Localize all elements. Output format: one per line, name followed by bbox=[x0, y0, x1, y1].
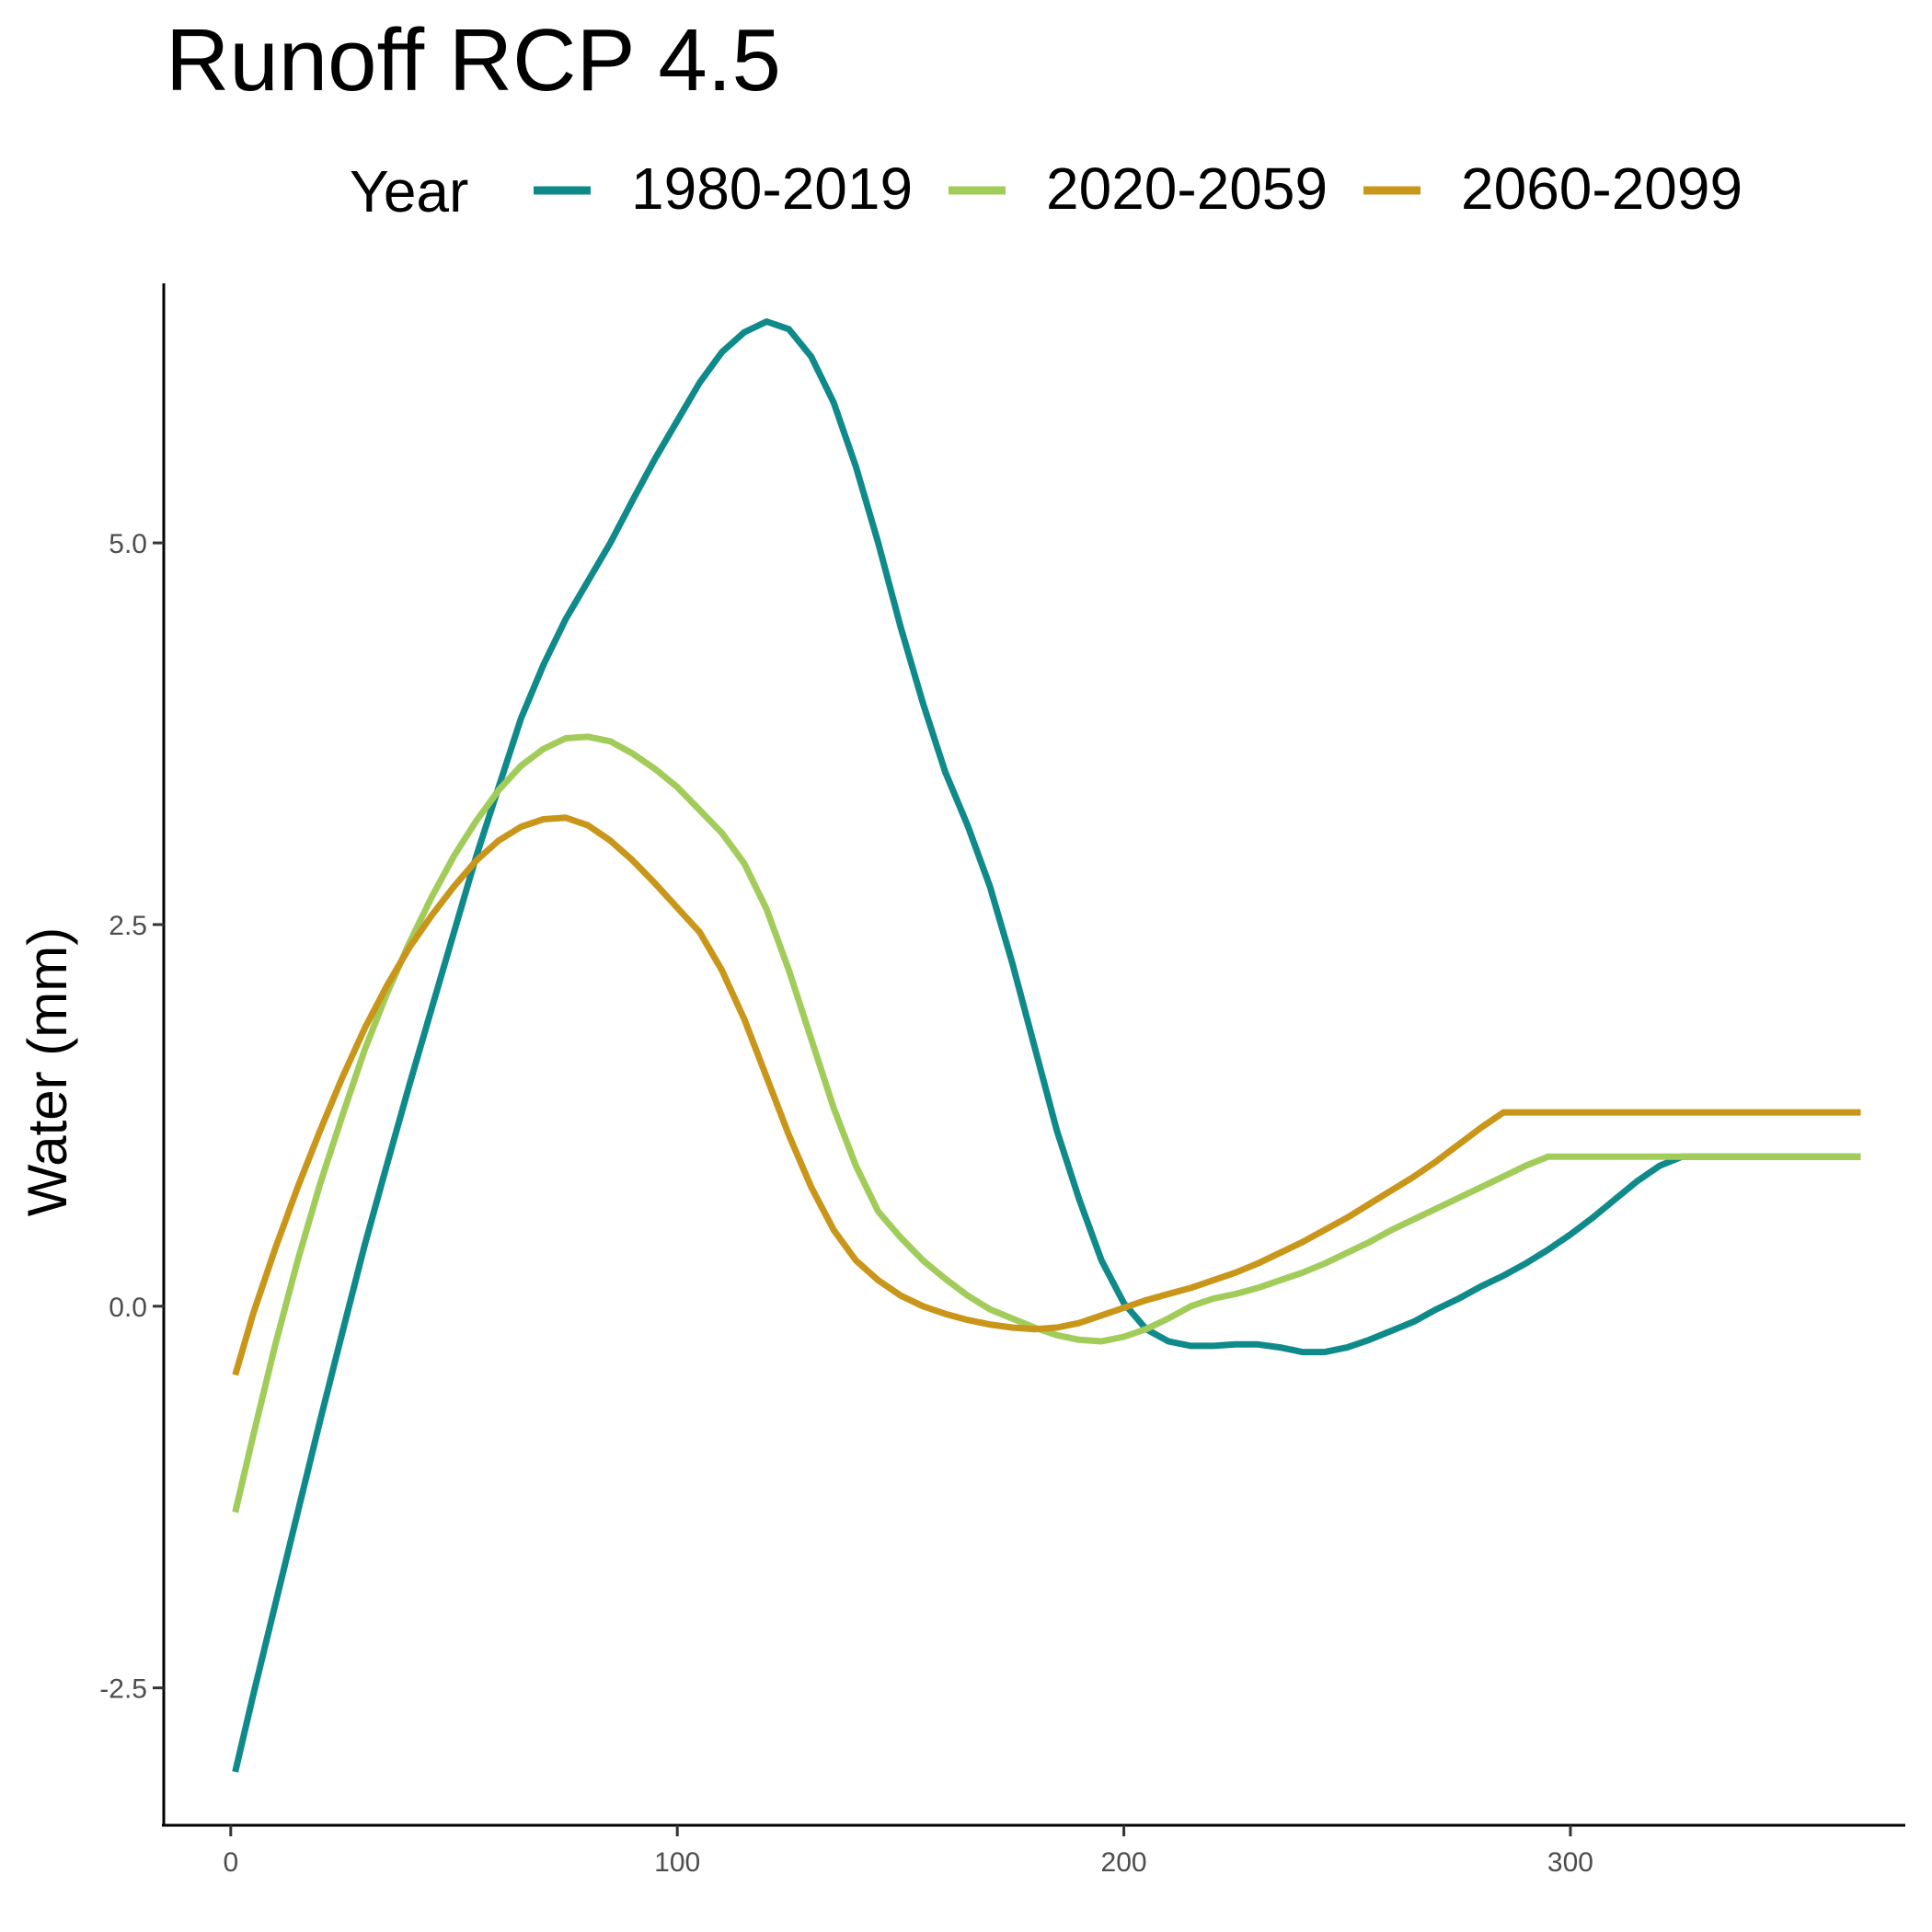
y-tick-label: -2.5 bbox=[99, 1674, 147, 1705]
y-tick-label: 2.5 bbox=[109, 911, 147, 941]
series-line-1980-2019 bbox=[232, 318, 1861, 1773]
legend-title: Year bbox=[350, 158, 468, 224]
series-line-2060-2099 bbox=[232, 814, 1861, 1376]
y-tick-label: 5.0 bbox=[109, 529, 147, 559]
legend-label-0: 1980-2019 bbox=[631, 155, 913, 222]
y-axis-ticks: -2.5 0.0 2.5 5.0 bbox=[99, 529, 164, 1705]
x-tick-label: 0 bbox=[223, 1847, 238, 1878]
x-tick-label: 300 bbox=[1547, 1847, 1593, 1878]
x-tick-label: 200 bbox=[1101, 1847, 1147, 1878]
legend-label-2: 2060-2099 bbox=[1461, 155, 1742, 222]
x-axis-ticks: 0 100 200 300 bbox=[223, 1825, 1593, 1878]
legend-label-1: 2020-2059 bbox=[1046, 155, 1328, 222]
chart-title: Runoff RCP 4.5 bbox=[166, 11, 781, 109]
plot-area bbox=[232, 318, 1861, 1773]
y-tick-label: 0.0 bbox=[109, 1293, 147, 1323]
y-axis-title: Water (mm) bbox=[17, 927, 78, 1216]
legend: Year 1980-2019 2020-2059 2060-2099 bbox=[350, 155, 1742, 224]
x-tick-label: 100 bbox=[654, 1847, 700, 1878]
